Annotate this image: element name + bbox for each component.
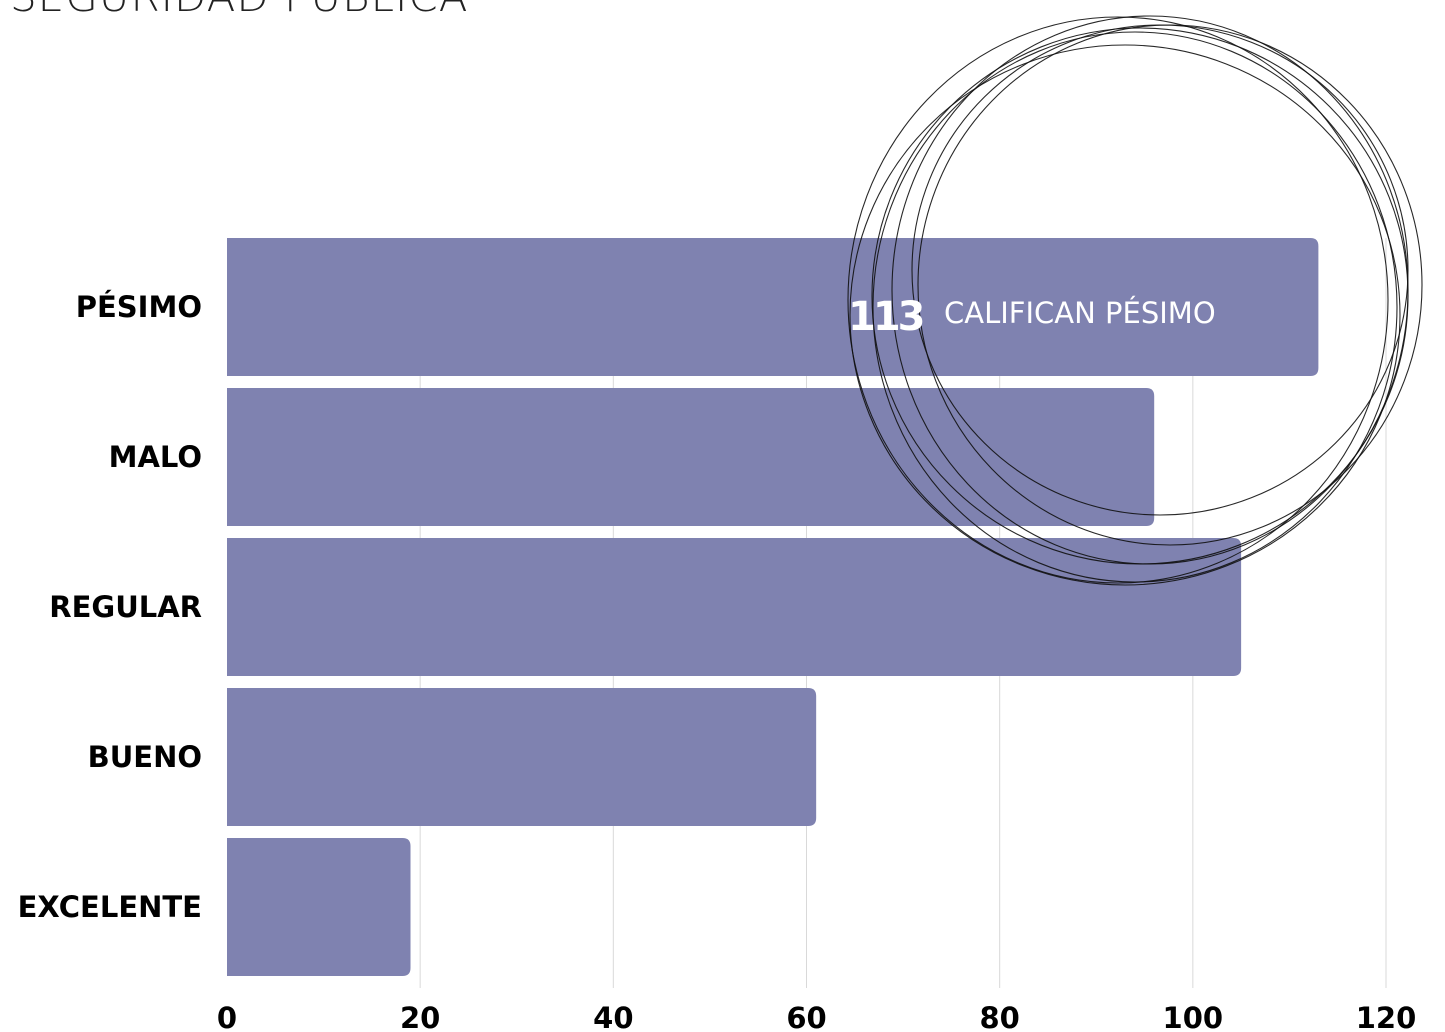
category-labels: PÉSIMO MALO REGULAR BUENO EXCELENTE [18, 290, 202, 924]
annotation-callout: 113 CALIFICAN PÉSIMO [847, 15, 1423, 586]
annotation-circle-3 [849, 44, 1401, 586]
annotation-circle-1 [847, 16, 1389, 584]
x-tick-label-0: 0 [217, 1001, 237, 1032]
bar-regular [227, 538, 1242, 676]
callout-number: 113 [848, 294, 923, 340]
x-tick-label-120: 120 [1356, 1001, 1417, 1032]
category-label-bueno: BUENO [88, 740, 202, 774]
x-tick-label-80: 80 [979, 1001, 1019, 1032]
bars [227, 238, 1319, 976]
chart-title: SEGURIDAD PÚBLICA [10, 0, 469, 21]
x-axis-ticks: 0 20 40 60 80 100 120 [217, 1001, 1416, 1032]
category-label-regular: REGULAR [49, 590, 202, 624]
x-tick-label-40: 40 [593, 1001, 633, 1032]
category-label-pésimo: PÉSIMO [76, 290, 202, 324]
bar-excelente [227, 838, 411, 976]
category-label-excelente: EXCELENTE [18, 890, 202, 924]
x-tick-label-20: 20 [400, 1001, 440, 1032]
callout-text: CALIFICAN PÉSIMO [944, 296, 1216, 330]
x-tick-label-60: 60 [786, 1001, 826, 1032]
category-label-malo: MALO [109, 440, 202, 474]
bar-pésimo [227, 238, 1319, 376]
annotation-circle-6 [872, 31, 1398, 583]
bar-malo [227, 388, 1155, 526]
annotation-circle-4 [891, 15, 1409, 565]
annotation-circle-7 [917, 24, 1423, 546]
bar-bueno [227, 688, 817, 826]
x-tick-label-100: 100 [1163, 1001, 1224, 1032]
